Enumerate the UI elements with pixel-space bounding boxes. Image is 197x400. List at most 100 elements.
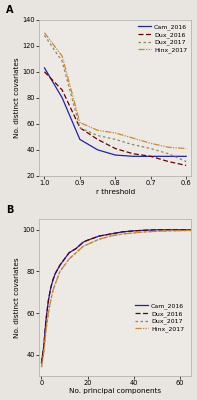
Dux_2016	[54, 271, 57, 276]
Hinx_2017	[114, 130, 116, 135]
Hinx_2017	[144, 230, 147, 234]
Hinx_2017	[49, 298, 52, 303]
Dux_2017	[47, 311, 50, 316]
Text: B: B	[6, 205, 13, 215]
Hinx_2017	[86, 242, 89, 247]
Dux_2017	[82, 244, 84, 249]
Dux_2016	[114, 146, 116, 151]
Hinx_2017	[45, 327, 47, 332]
Dux_2016	[75, 246, 77, 251]
Hinx_2017	[133, 230, 135, 235]
Dux_2017	[75, 250, 77, 255]
Hinx_2017	[121, 232, 123, 236]
Dux_2016	[167, 159, 170, 164]
Hinx_2017	[54, 282, 57, 286]
Dux_2017	[56, 275, 59, 280]
Cam_2016	[96, 148, 99, 152]
Dux_2016	[86, 238, 89, 243]
Dux_2017	[43, 33, 46, 38]
Hinx_2017	[61, 54, 63, 58]
Dux_2016	[47, 298, 50, 303]
Dux_2016	[40, 361, 43, 366]
Hinx_2017	[190, 228, 193, 233]
Cam_2016	[79, 137, 81, 142]
Dux_2016	[156, 228, 158, 232]
Hinx_2017	[56, 275, 59, 280]
Dux_2016	[68, 250, 70, 255]
Dux_2016	[96, 137, 99, 142]
Y-axis label: No. distinct covariates: No. distinct covariates	[14, 58, 20, 138]
Dux_2017	[167, 151, 170, 156]
Cam_2016	[86, 238, 89, 243]
Hinx_2017	[167, 145, 170, 150]
Hinx_2017	[52, 288, 54, 292]
Dux_2016	[133, 228, 135, 233]
Hinx_2017	[43, 350, 45, 355]
Hinx_2017	[110, 234, 112, 238]
Dux_2017	[132, 142, 134, 147]
Cam_2016	[54, 271, 57, 276]
Dux_2016	[49, 286, 52, 290]
Dux_2016	[52, 277, 54, 282]
Dux_2017	[156, 229, 158, 234]
Hinx_2017	[98, 237, 100, 242]
Hinx_2017	[79, 120, 81, 125]
Cam_2016	[114, 153, 116, 158]
Line: Hinx_2017: Hinx_2017	[45, 33, 186, 148]
Legend: Cam_2016, Dux_2016, Dux_2017, Hinx_2017: Cam_2016, Dux_2016, Dux_2017, Hinx_2017	[133, 302, 185, 333]
Cam_2016	[59, 263, 61, 268]
Dux_2016	[63, 256, 66, 261]
Text: A: A	[6, 5, 13, 15]
Cam_2016	[121, 230, 123, 234]
Cam_2016	[43, 344, 45, 349]
Dux_2016	[61, 88, 63, 92]
Cam_2016	[82, 240, 84, 245]
Dux_2016	[43, 69, 46, 74]
Dux_2017	[40, 365, 43, 370]
Dux_2017	[190, 228, 193, 233]
Hinx_2017	[185, 146, 187, 151]
Cam_2016	[52, 277, 54, 282]
Hinx_2017	[82, 244, 84, 249]
Dux_2016	[56, 267, 59, 272]
Dux_2017	[96, 133, 99, 138]
Hinx_2017	[96, 128, 99, 133]
Dux_2017	[167, 228, 170, 233]
Dux_2016	[179, 228, 181, 232]
Hinx_2017	[63, 263, 66, 268]
Dux_2017	[179, 228, 181, 233]
Cam_2016	[190, 228, 193, 232]
Cam_2016	[75, 246, 77, 251]
Hinx_2017	[179, 228, 181, 233]
Dux_2017	[185, 159, 187, 164]
Cam_2016	[167, 228, 170, 232]
Cam_2016	[167, 154, 170, 159]
Dux_2016	[132, 151, 134, 156]
Dux_2017	[45, 327, 47, 332]
Dux_2016	[121, 230, 123, 234]
Dux_2016	[79, 125, 81, 130]
X-axis label: r threshold: r threshold	[96, 189, 135, 195]
Dux_2017	[61, 59, 63, 64]
Cam_2016	[110, 232, 112, 236]
Cam_2016	[156, 228, 158, 232]
Hinx_2017	[40, 365, 43, 370]
Dux_2016	[82, 240, 84, 245]
Dux_2017	[54, 282, 57, 286]
Hinx_2017	[167, 228, 170, 233]
Dux_2017	[63, 263, 66, 268]
Dux_2016	[185, 163, 187, 168]
Legend: Cam_2016, Dux_2016, Dux_2017, Hinx_2017: Cam_2016, Dux_2016, Dux_2017, Hinx_2017	[137, 23, 188, 54]
Hinx_2017	[59, 269, 61, 274]
X-axis label: No. principal components: No. principal components	[69, 388, 161, 394]
Dux_2016	[167, 228, 170, 232]
Line: Cam_2016: Cam_2016	[41, 230, 191, 363]
Cam_2016	[179, 228, 181, 232]
Dux_2016	[150, 154, 152, 159]
Line: Hinx_2017: Hinx_2017	[41, 230, 191, 367]
Hinx_2017	[68, 256, 70, 261]
Line: Cam_2016: Cam_2016	[45, 68, 186, 156]
Dux_2016	[59, 263, 61, 268]
Cam_2016	[61, 96, 63, 100]
Dux_2017	[52, 288, 54, 292]
